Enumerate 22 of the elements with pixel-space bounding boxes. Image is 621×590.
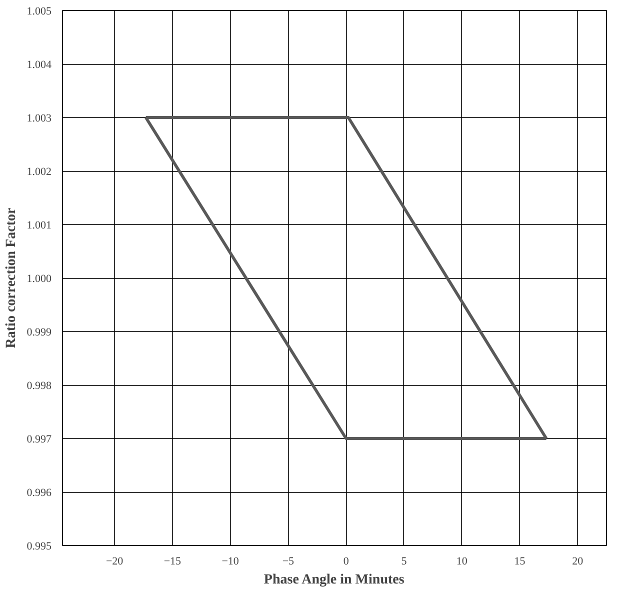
- x-tick-label: −10: [222, 556, 240, 568]
- x-tick-label: −15: [164, 556, 182, 568]
- y-tick-label: 0.995: [26, 540, 52, 552]
- y-tick-label: 1.005: [26, 6, 52, 18]
- x-tick-label: −5: [282, 556, 295, 568]
- x-tick-label: 0: [343, 556, 350, 568]
- x-tick-label: −20: [106, 556, 124, 568]
- y-tick-label: 0.996: [26, 487, 52, 499]
- x-tick-label: 15: [514, 556, 526, 568]
- y-tick-label: 0.997: [26, 434, 52, 446]
- x-tick-label: 20: [572, 556, 584, 568]
- x-tick-label: 5: [401, 556, 408, 568]
- y-tick-label: 1.002: [26, 166, 52, 178]
- x-tick-label: 10: [456, 556, 468, 568]
- y-tick-label: 1.004: [26, 59, 52, 71]
- y-tick-label: 1.000: [26, 273, 52, 285]
- y-tick-label: 0.998: [26, 380, 52, 392]
- x-axis-title: Phase Angle in Minutes: [264, 572, 405, 588]
- y-axis-title: Ratio correction Factor: [4, 208, 19, 348]
- y-tick-label: 0.999: [26, 326, 52, 338]
- y-tick-label: 1.003: [26, 112, 52, 124]
- y-tick-label: 1.001: [26, 220, 52, 232]
